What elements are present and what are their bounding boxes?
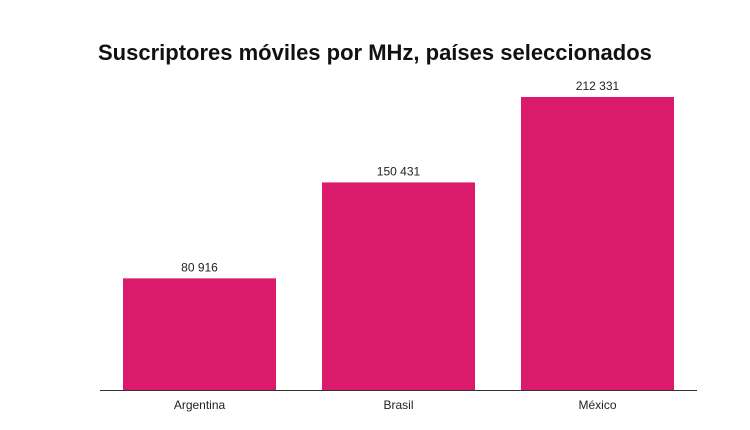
value-label-argentina: 80 916 — [181, 260, 218, 274]
x-tick-label-argentina: Argentina — [174, 398, 226, 412]
bar-argentina — [123, 278, 276, 390]
bar-méxico — [521, 97, 674, 390]
bar-brasil — [322, 182, 475, 390]
bars-layer — [123, 97, 674, 390]
chart-title: Suscriptores móviles por MHz, países sel… — [98, 40, 652, 65]
value-label-brasil: 150 431 — [377, 164, 421, 178]
x-tick-label-méxico: México — [578, 398, 616, 412]
x-tick-label-brasil: Brasil — [383, 398, 413, 412]
value-labels-layer: 80 916 150 431 212 331 — [181, 79, 619, 274]
tick-labels-layer: Argentina Brasil México — [174, 398, 617, 412]
value-label-méxico: 212 331 — [576, 79, 620, 93]
